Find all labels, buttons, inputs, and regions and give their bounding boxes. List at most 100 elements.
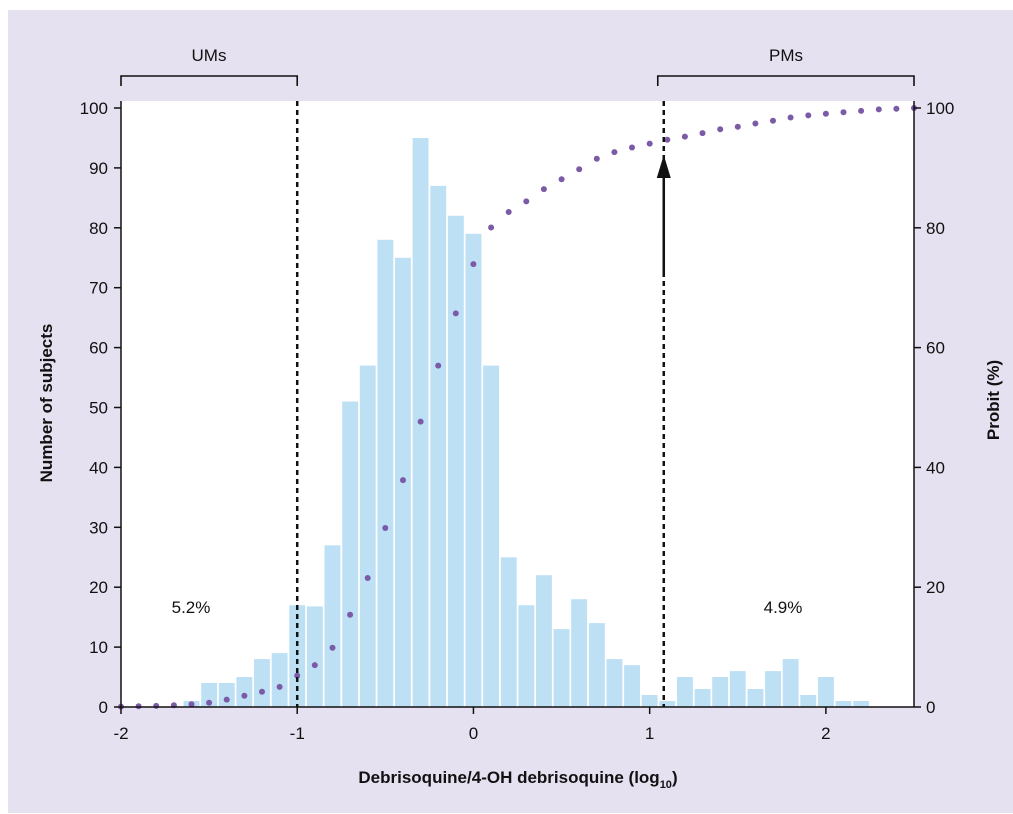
histogram-bar: [500, 557, 517, 708]
ums-percent: 5.2%: [172, 598, 211, 617]
y-tick-label-right: 100: [926, 99, 954, 118]
histogram-bar: [553, 629, 570, 707]
y-tick-label-left: 80: [89, 219, 108, 238]
histogram-bar: [853, 701, 870, 707]
probit-point: [787, 114, 794, 121]
probit-point: [347, 611, 354, 618]
probit-point: [276, 683, 283, 690]
histogram-bar: [271, 653, 288, 707]
histogram-bar: [465, 233, 482, 708]
probit-point: [611, 149, 618, 156]
histogram-bar: [659, 701, 676, 707]
y-tick-label-left: 50: [89, 399, 108, 418]
histogram-bar: [342, 401, 359, 707]
probit-point: [858, 107, 865, 114]
probit-point: [294, 672, 301, 679]
probit-point: [188, 701, 195, 708]
probit-point: [488, 224, 495, 231]
histogram-bar: [306, 606, 323, 707]
probit-point: [206, 699, 213, 706]
axes: 0 10 20 30 40 50 60 70 80 90 100 0 20 40 60 80 100 -2 -1 0 1…: [80, 99, 955, 743]
histogram-bar: [606, 659, 623, 707]
probit-point: [470, 261, 477, 268]
histogram-bar: [765, 671, 781, 707]
y-tick-label-left: 0: [99, 698, 108, 717]
probit-point: [734, 123, 741, 130]
probit-point: [382, 525, 389, 531]
y-axis-title-right: Probit (%): [984, 360, 1003, 440]
pms-label: PMs: [769, 46, 803, 65]
histogram-bar: [289, 605, 306, 707]
histogram-bar: [536, 575, 552, 707]
probit-point: [417, 418, 424, 425]
histogram-bar: [483, 365, 499, 707]
probit-point: [452, 310, 459, 317]
y-tick-label-left: 10: [89, 638, 108, 657]
histogram-bar: [782, 659, 799, 707]
histogram-bar: [201, 683, 218, 707]
y-tick-label-right: 20: [926, 578, 945, 597]
histogram-bar: [447, 215, 464, 708]
probit-point: [505, 209, 512, 215]
probit-point: [540, 186, 547, 193]
histogram-bar: [729, 671, 746, 707]
y-tick-label-right: 60: [926, 339, 945, 358]
histogram-bar: [818, 677, 834, 707]
histogram-bar: [800, 695, 817, 707]
probit-point: [840, 109, 847, 116]
histogram-bar: [430, 185, 447, 707]
histogram-bar: [518, 605, 535, 707]
probit-point: [875, 106, 882, 113]
y-tick-label-right: 40: [926, 458, 945, 477]
y-axis-title-left: Number of subjects: [37, 324, 56, 483]
probit-point: [717, 126, 724, 133]
threshold-lines: [120, 75, 915, 707]
probit-point: [593, 155, 600, 162]
probit-point: [259, 688, 265, 695]
probit-point: [576, 166, 583, 173]
ums-bracket: [120, 75, 299, 86]
probit-point: [329, 644, 336, 651]
y-tick-label-left: 40: [89, 458, 108, 477]
probit-point: [805, 112, 812, 119]
probit-point: [435, 362, 442, 369]
x-tick-label: -2: [113, 724, 128, 743]
histogram-bar: [359, 365, 376, 707]
probit-point: [311, 662, 318, 669]
histogram-bar: [747, 689, 764, 707]
x-tick-label: -1: [290, 724, 305, 743]
bars-layer: [183, 138, 870, 708]
probit-point: [646, 140, 653, 147]
arrow-head: [656, 155, 671, 178]
probit-point: [681, 133, 688, 140]
probit-point: [770, 117, 776, 124]
y-tick-label-right: 0: [926, 698, 935, 717]
y-tick-label-left: 30: [89, 518, 108, 537]
histogram-bar: [641, 695, 658, 707]
histogram-bar: [377, 239, 394, 708]
pms-percent: 4.9%: [764, 598, 803, 617]
probit-point: [664, 136, 671, 143]
histogram-bar: [571, 599, 588, 707]
probit-point: [699, 130, 706, 137]
probit-point: [558, 176, 565, 183]
y-tick-label-left: 90: [89, 159, 108, 178]
probit-point: [241, 692, 248, 699]
histogram-bar: [712, 677, 729, 707]
histogram-bar: [588, 623, 605, 707]
probit-point: [752, 120, 759, 127]
ums-label: UMs: [192, 46, 227, 65]
histogram-bar: [254, 659, 270, 707]
histogram-bar: [218, 683, 235, 707]
probit-point: [523, 198, 530, 205]
probit-point: [400, 477, 406, 484]
probit-point: [822, 110, 829, 117]
x-tick-label: 0: [469, 724, 478, 743]
y-tick-label-left: 60: [89, 339, 108, 358]
histogram-bar: [694, 689, 711, 707]
y-tick-label-left: 70: [89, 279, 108, 298]
histogram-bar: [835, 701, 852, 707]
x-axis-title: Debrisoquine/4-OH debrisoquine (log10): [358, 768, 677, 791]
probit-point: [364, 575, 371, 581]
